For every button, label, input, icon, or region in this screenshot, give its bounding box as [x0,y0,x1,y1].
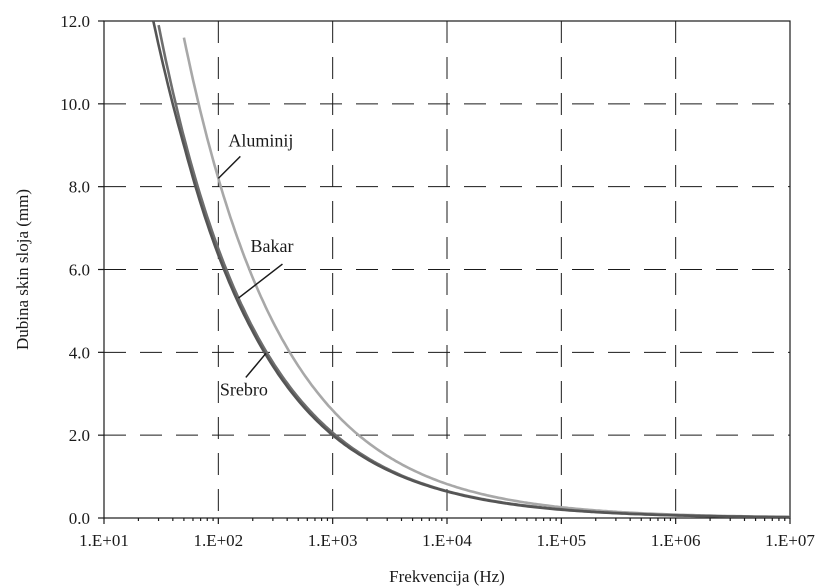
series-layer [152,21,790,518]
y-tick-label: 4.0 [69,343,90,362]
annotation-srebro: Srebro [220,379,268,399]
x-tick-label: 1.E+07 [765,531,815,550]
y-tick-label: 6.0 [69,261,90,280]
x-tick-label: 1.E+05 [536,531,586,550]
y-tick-label: 0.0 [69,509,90,528]
grid [104,21,790,518]
axis-ticks: 0.0 2.0 4.0 6.0 8.0 10.0 12.0 1.E+01 1.E+02 1.E+0… [60,12,815,550]
x-axis-title: Frekvencija (Hz) [389,567,505,586]
x-tick-label: 1.E+03 [308,531,358,550]
annotation-leader [217,155,241,179]
series-line-aluminij [182,37,790,518]
annotation-bakar: Bakar [250,236,293,256]
x-tick-label: 1.E+01 [79,531,129,550]
series-line-srebro [152,21,790,518]
x-tick-label: 1.E+04 [422,531,472,550]
x-tick-label: 1.E+06 [651,531,701,550]
y-tick-label: 12.0 [60,12,90,31]
annotations: Aluminij Bakar Srebro [217,130,293,399]
y-axis-title: Dubina skin sloja (mm) [13,189,32,350]
y-tick-label: 10.0 [60,95,90,114]
annotation-leader [245,352,267,378]
annotation-aluminij: Aluminij [228,130,293,150]
series-line-bakar [157,24,790,518]
y-tick-label: 2.0 [69,426,90,445]
x-tick-label: 1.E+02 [193,531,243,550]
annotation-leader [238,263,283,299]
y-tick-label: 8.0 [69,178,90,197]
